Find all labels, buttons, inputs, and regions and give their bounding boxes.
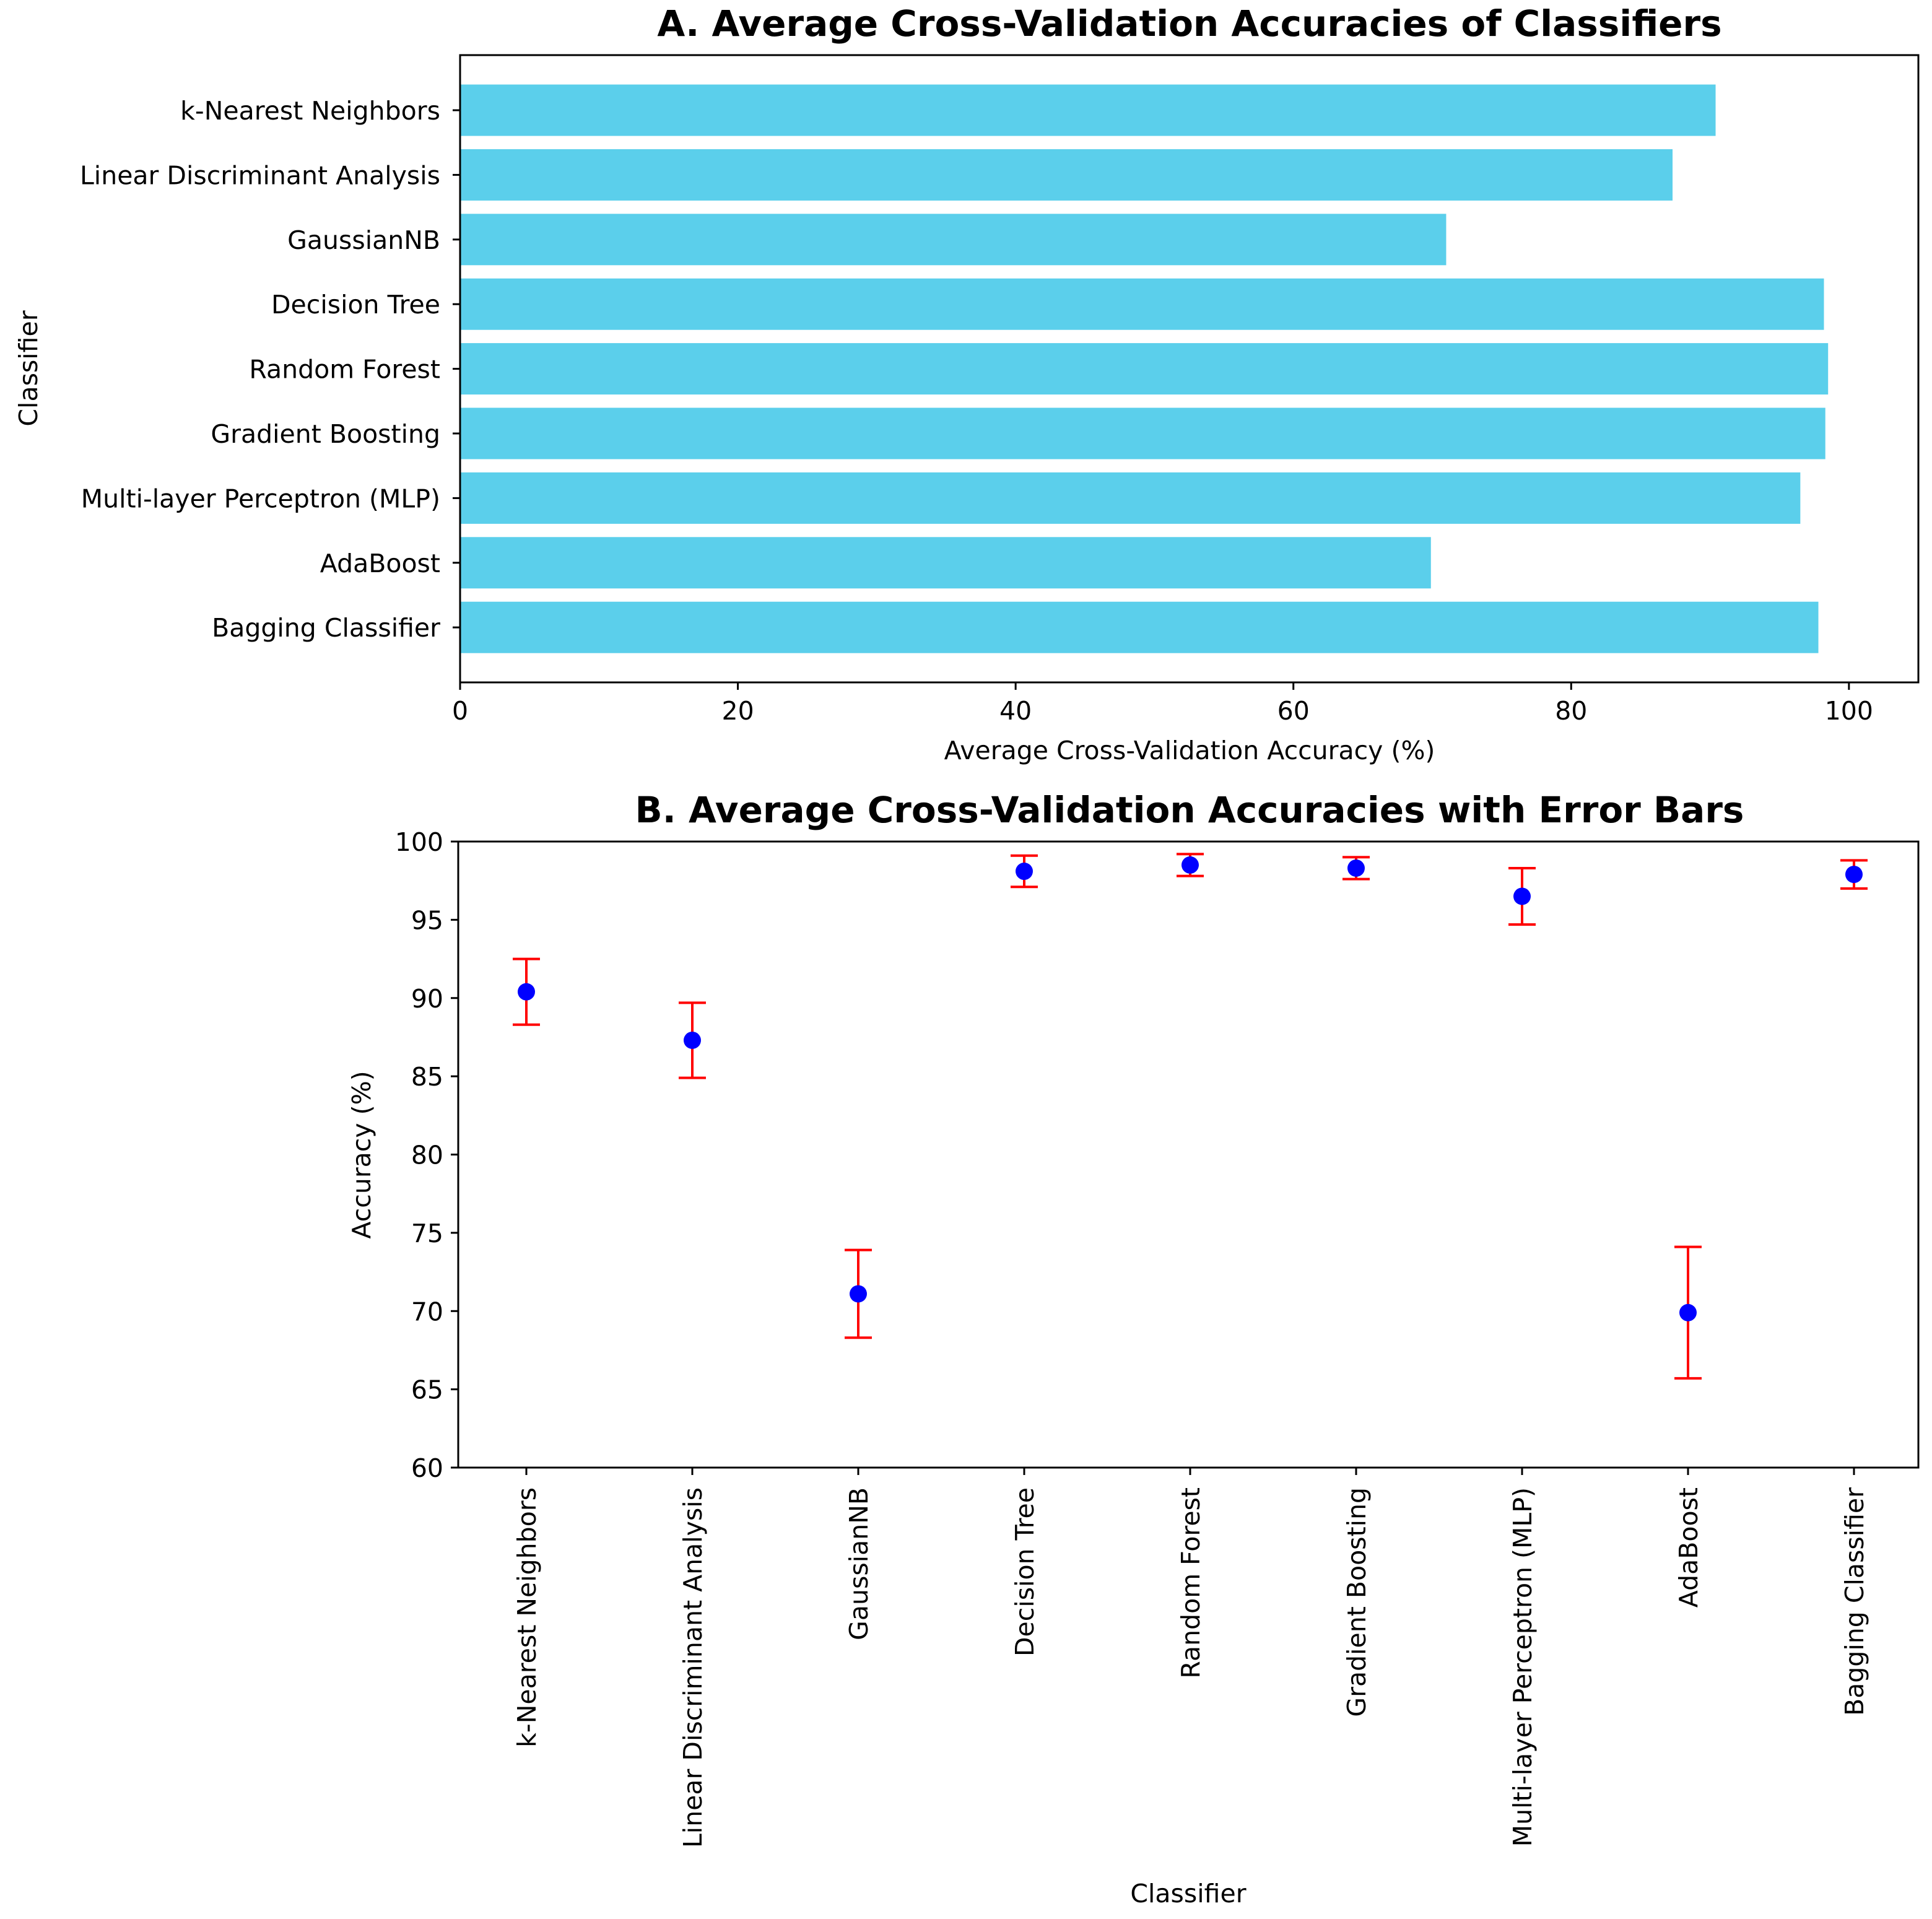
x-tick-label: Multi-layer Perceptron (MLP) — [1508, 1487, 1538, 1847]
panel-a-bars — [460, 84, 1829, 653]
x-tick-label: k-Nearest Neighbors — [512, 1487, 542, 1747]
x-tick-label: 40 — [999, 696, 1032, 726]
panel-a-bar-chart: A. Average Cross-Validation Accuracies o… — [14, 2, 1920, 765]
y-tick-label: 75 — [411, 1219, 443, 1248]
error-point — [1508, 866, 1536, 926]
x-tick-label: AdaBoost — [1674, 1487, 1704, 1608]
panel-b-x-axis-label: Classifier — [1130, 1879, 1246, 1908]
panel-b-points — [513, 853, 1868, 1380]
y-tick-label: GaussianNB — [287, 225, 440, 255]
data-point — [1016, 863, 1033, 881]
y-tick-label: Multi-layer Perceptron (MLP) — [81, 484, 440, 513]
error-point — [1840, 859, 1868, 890]
panel-a-y-ticks: k-Nearest Neighbors Linear Discriminant A… — [80, 96, 460, 643]
data-point — [1513, 887, 1531, 905]
error-point — [1674, 1245, 1702, 1380]
y-tick-label: 90 — [411, 984, 443, 1014]
data-point — [1845, 866, 1863, 884]
x-tick-label: GaussianNB — [844, 1487, 874, 1640]
error-point — [513, 957, 540, 1026]
data-point — [1679, 1303, 1697, 1321]
y-tick-label: 95 — [411, 905, 443, 935]
data-point — [1347, 859, 1365, 877]
panel-a-title: A. Average Cross-Validation Accuracies o… — [657, 2, 1721, 45]
bar — [460, 343, 1829, 395]
bar — [460, 84, 1716, 136]
y-tick-label: Bagging Classifier — [212, 613, 440, 643]
error-point — [1177, 853, 1204, 877]
panel-b-errorbar-chart: B. Average Cross-Validation Accuracies w… — [347, 789, 1920, 1908]
panel-b-title: B. Average Cross-Validation Accuracies w… — [635, 789, 1744, 831]
y-tick-label: Decision Tree — [271, 290, 440, 320]
x-tick-label: Linear Discriminant Analysis — [678, 1487, 708, 1848]
bar — [460, 278, 1824, 330]
y-tick-label: Linear Discriminant Analysis — [80, 160, 440, 190]
x-tick-label: Random Forest — [1176, 1487, 1206, 1679]
x-tick-label: Bagging Classifier — [1840, 1487, 1869, 1716]
data-point — [518, 983, 535, 1001]
y-tick-label: 60 — [411, 1453, 443, 1483]
bar — [460, 601, 1819, 653]
data-point — [850, 1285, 867, 1303]
error-point — [679, 1001, 706, 1079]
x-tick-label: Gradient Boosting — [1342, 1487, 1372, 1717]
data-point — [1181, 856, 1199, 874]
x-tick-label: 20 — [721, 696, 754, 726]
bar — [460, 214, 1447, 266]
bar — [460, 407, 1825, 459]
panel-b-frame — [457, 840, 1920, 1469]
bar — [460, 472, 1801, 524]
bar — [460, 537, 1431, 589]
panel-a-x-axis-label: Average Cross-Validation Accuracy (%) — [944, 736, 1435, 765]
x-tick-label: 80 — [1555, 696, 1587, 726]
panel-b-y-axis-label: Accuracy (%) — [347, 1071, 376, 1238]
x-tick-label: 0 — [452, 696, 468, 726]
panel-a-y-axis-label: Classifier — [14, 310, 43, 426]
x-tick-label: Decision Tree — [1010, 1487, 1040, 1656]
y-tick-label: Gradient Boosting — [211, 419, 440, 449]
y-tick-label: 70 — [411, 1297, 443, 1326]
error-point — [1342, 856, 1370, 881]
panel-a-x-ticks: 0 20 40 60 80 100 — [452, 682, 1873, 726]
data-point — [684, 1031, 701, 1049]
y-tick-label: k-Nearest Neighbors — [180, 96, 440, 126]
y-tick-label: 85 — [411, 1062, 443, 1092]
error-point — [1011, 854, 1038, 889]
panel-b-y-ticks: 60 65 70 75 80 85 90 95 100 — [395, 827, 458, 1483]
x-tick-label: 60 — [1277, 696, 1310, 726]
x-tick-label: 100 — [1825, 696, 1873, 726]
bar — [460, 149, 1673, 201]
y-tick-label: 65 — [411, 1375, 443, 1405]
y-tick-label: 80 — [411, 1141, 443, 1170]
y-tick-label: AdaBoost — [320, 549, 440, 578]
y-tick-label: 100 — [395, 827, 443, 857]
panel-b-x-ticks: k-Nearest Neighbors Linear Discriminant A… — [512, 1468, 1869, 1848]
error-point — [845, 1248, 872, 1339]
y-tick-label: Random Forest — [249, 355, 440, 385]
